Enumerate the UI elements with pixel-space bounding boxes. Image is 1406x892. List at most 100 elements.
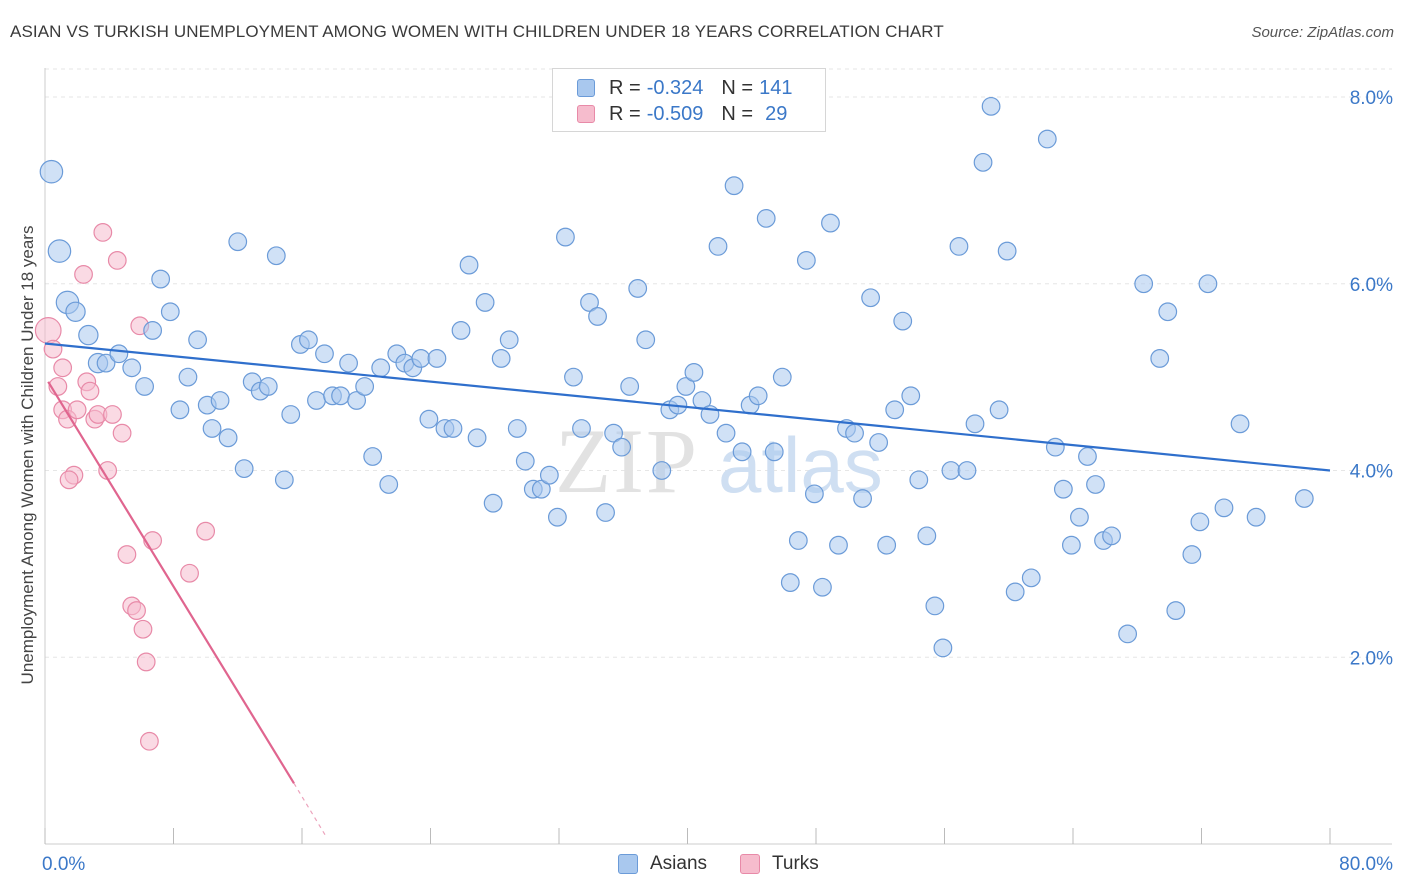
turks-n-value: 29 [765, 102, 788, 125]
asian-point [981, 96, 1001, 116]
asian-point [47, 239, 72, 263]
asian-point [1246, 507, 1266, 527]
asian-point [724, 176, 744, 196]
asian-point [580, 293, 599, 312]
asian-point [363, 447, 383, 466]
asian-point [507, 419, 527, 438]
asians-n-label: N = [721, 76, 754, 99]
asian-point [604, 423, 624, 443]
turk-point [59, 470, 79, 490]
asian-point [188, 330, 207, 350]
asian-point [347, 391, 367, 410]
asian-point [813, 577, 832, 597]
asian-point [1198, 274, 1218, 294]
asian-point [202, 419, 222, 438]
asian-point [764, 442, 784, 462]
asian-point [1294, 489, 1314, 508]
chart-title: ASIAN VS TURKISH UNEMPLOYMENT AMONG WOME… [10, 22, 944, 41]
turk-point [53, 358, 73, 378]
asian-point [491, 349, 511, 368]
asian-point [652, 461, 672, 480]
asian-point [732, 442, 752, 462]
asian-point [965, 414, 985, 434]
asian-point [315, 344, 334, 364]
asian-point [355, 377, 375, 396]
bottom-turks-label: Turks [772, 853, 819, 874]
turk-trend-extension [293, 782, 327, 837]
asian-point [1190, 512, 1210, 532]
tick-labels: 2.0% 4.0% 6.0% 8.0% 0.0% 80.0% [42, 88, 1393, 875]
asian-point [612, 437, 632, 457]
asian-point [676, 377, 696, 396]
asian-point [1134, 274, 1154, 294]
asian-point [708, 236, 728, 256]
asian-point [499, 330, 519, 350]
asian-point [684, 363, 704, 382]
asian-point [96, 353, 116, 373]
asian-point [515, 451, 535, 471]
asian-point [281, 405, 301, 424]
asian-point [39, 159, 64, 184]
asian-point [1037, 129, 1057, 149]
asian-point [997, 241, 1017, 261]
turk-point [93, 222, 113, 242]
y-tick-label-6: 6.0% [1350, 275, 1393, 296]
source-label: Source: ZipAtlas.com [1251, 24, 1394, 41]
asian-point [877, 535, 897, 555]
asian-point [331, 386, 350, 406]
x-tick-label-min: 0.0% [42, 854, 85, 875]
asian-point [483, 493, 503, 513]
asian-point [427, 349, 447, 368]
x-tick-label-max: 80.0% [1339, 854, 1393, 875]
asian-point [1214, 498, 1234, 518]
asian-point [628, 279, 648, 298]
asian-point [756, 208, 776, 228]
asian-point [973, 152, 993, 172]
asians-r-label: R = [609, 76, 641, 99]
asians-n-value: 141 [759, 76, 793, 99]
asian-point [1182, 545, 1202, 564]
turk-point [180, 563, 199, 583]
asian-point [109, 344, 129, 364]
turk-point [107, 251, 127, 270]
asian-point [821, 213, 840, 233]
asian-point [1045, 437, 1065, 457]
turk-point [196, 521, 216, 541]
asian-point [299, 330, 318, 350]
asian-point [1061, 535, 1081, 555]
asian-point [411, 349, 431, 368]
asian-point [451, 321, 471, 340]
asian-point [788, 531, 808, 550]
asian-point [151, 269, 171, 289]
asian-point [467, 428, 487, 448]
legend-row-asians: R = -0.324 N = 141 [577, 75, 792, 101]
asian-point [1102, 526, 1121, 546]
asian-point [475, 293, 495, 312]
asian-point [135, 377, 154, 396]
asian-point [122, 358, 142, 378]
asian-point [893, 311, 913, 331]
asian-point [419, 409, 439, 429]
asian-point [620, 377, 640, 396]
asian-point [339, 353, 358, 373]
bottom-legend-turks: Turks [740, 852, 819, 876]
stats-legend: R = -0.324 N = 141 R = -0.509 N = 29 [552, 68, 826, 132]
asian-point [78, 324, 99, 346]
asian-point [845, 423, 864, 443]
asian-point [853, 489, 872, 508]
turk-point [127, 601, 146, 620]
y-tick-label-4: 4.0% [1350, 462, 1393, 483]
asian-point [178, 367, 198, 387]
asian-point [210, 391, 230, 410]
asian-point [804, 484, 824, 504]
asian-point [443, 419, 463, 438]
turk-point [140, 731, 159, 751]
turks-r-value: -0.509 [646, 102, 704, 125]
asians-swatch [577, 79, 595, 97]
legend-row-turks: R = -0.509 N = 29 [577, 101, 787, 127]
asian-point [143, 321, 163, 340]
asian-point [234, 459, 254, 479]
asian-point [949, 236, 969, 256]
asian-point [160, 302, 180, 322]
